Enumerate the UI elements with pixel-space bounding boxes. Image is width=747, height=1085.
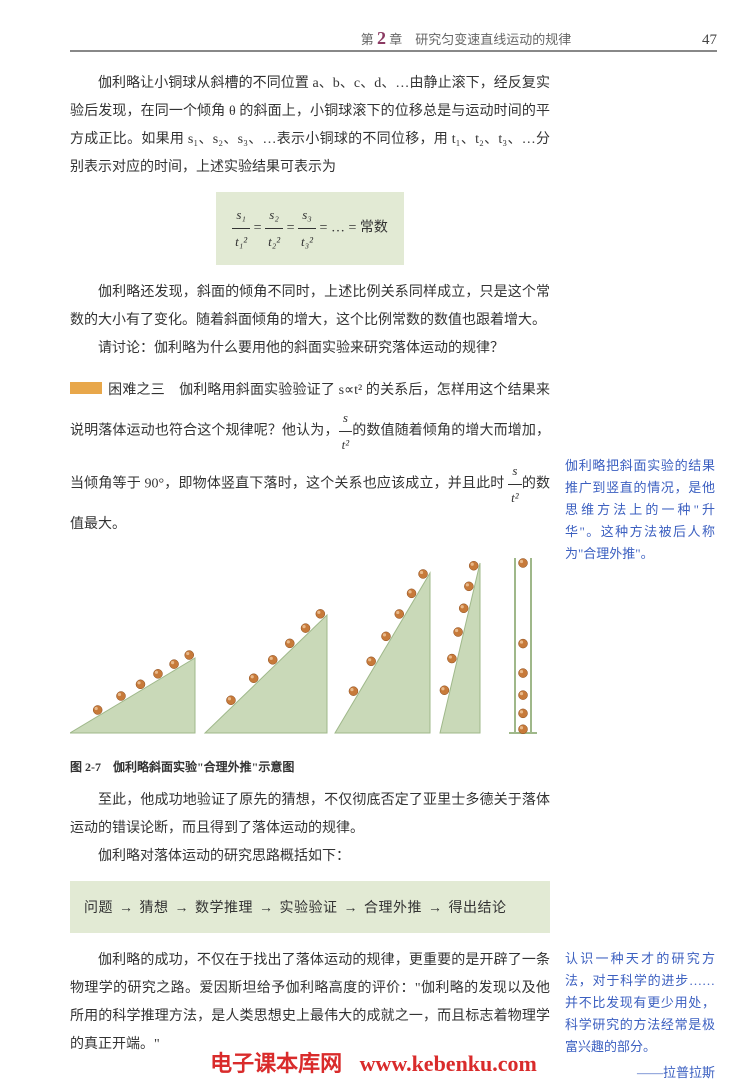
discussion-prompt: 请讨论：伽利略为什么要用他的斜面实验来研究落体运动的规律？	[70, 335, 550, 363]
paragraph-7: 伽利略的成功，不仅在于找出了落体运动的规律，更重要的是开辟了一条物理学的研究之路…	[70, 947, 550, 1059]
header-rule	[70, 50, 717, 52]
incline-diagram-svg	[70, 553, 550, 738]
page-header: 第 2 章 研究匀变速直线运动的规律 47	[0, 28, 717, 49]
difficulty-label: 困难之三	[108, 383, 165, 398]
paragraph-1: 伽利略让小铜球从斜槽的不同位置 a、b、c、d、…由静止滚下，经反复实验后发现，…	[70, 70, 550, 182]
margin-note-extrapolation: 伽利略把斜面实验的结果推广到竖直的情况，是他思维方法上的一种"升华"。这种方法被…	[565, 455, 715, 565]
figure-2-7: 图 2-7 伽利略斜面实验"合理外推"示意图	[70, 553, 550, 779]
page-number: 47	[702, 32, 717, 49]
research-flow: 问题→猜想→数学推理→实验验证→合理外推→得出结论	[70, 881, 550, 933]
paragraph-5: 至此，他成功地验证了原先的猜想，不仅彻底否定了亚里士多德关于落体运动的错误论断，…	[70, 787, 550, 843]
paragraph-difficulty3: 困难之三 伽利略用斜面实验验证了 s∝t² 的关系后，怎样用这个结果来说明落体运…	[70, 377, 550, 539]
formula-ratio: s₁t₁² = s₂t₂² = s₃t₃² = … = 常数	[216, 192, 404, 265]
figure-caption: 图 2-7 伽利略斜面实验"合理外推"示意图	[70, 755, 550, 779]
paragraph-6: 伽利略对落体运动的研究思路概括如下：	[70, 843, 550, 871]
main-content: 伽利略让小铜球从斜槽的不同位置 a、b、c、d、…由静止滚下，经反复实验后发现，…	[70, 70, 550, 1059]
section-marker-icon	[70, 382, 102, 394]
chapter-title: 第 2 章 研究匀变速直线运动的规律	[131, 28, 572, 49]
paragraph-2: 伽利略还发现，斜面的倾角不同时，上述比例关系同样成立，只是这个常数的大小有了变化…	[70, 279, 550, 335]
watermark: 电子课本库网 www.kebenku.com	[0, 1046, 747, 1078]
